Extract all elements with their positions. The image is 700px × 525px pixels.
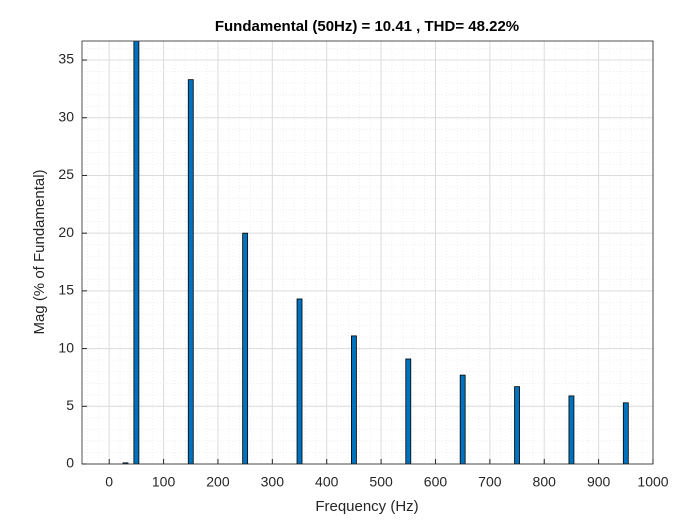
y-tick-label: 20 [58, 224, 74, 240]
y-tick-label: 15 [58, 282, 74, 298]
y-axis-label: Mag (% of Fundamental) [31, 169, 48, 334]
y-tick-label: 0 [66, 455, 74, 471]
chart-title: Fundamental (50Hz) = 10.41 , THD= 48.22% [215, 18, 519, 35]
bar [296, 298, 303, 464]
x-tick-label: 700 [478, 474, 502, 490]
x-tick-label: 400 [315, 474, 339, 490]
bar [133, 41, 140, 464]
bar [187, 79, 194, 464]
x-tick-label: 200 [206, 474, 230, 490]
y-tick-label: 30 [58, 108, 74, 124]
x-tick-label: 1000 [637, 474, 668, 490]
y-tick-label: 25 [58, 166, 74, 182]
x-tick-label: 800 [533, 474, 557, 490]
x-tick-label: 500 [369, 474, 393, 490]
y-tick-label: 10 [58, 339, 74, 355]
bar [405, 358, 412, 464]
x-tick-label: 300 [261, 474, 285, 490]
x-tick-label: 100 [152, 474, 176, 490]
x-tick-label: 900 [587, 474, 611, 490]
x-tick-label: 0 [105, 474, 113, 490]
bar [622, 402, 629, 464]
bar [459, 374, 466, 464]
y-tick-label: 35 [58, 51, 74, 67]
bar [514, 386, 520, 464]
x-axis-label: Frequency (Hz) [315, 498, 418, 515]
x-tick-label: 600 [424, 474, 448, 490]
axes-box [81, 40, 654, 465]
plot-area [82, 41, 653, 464]
bar [351, 335, 357, 464]
bar [568, 395, 575, 464]
bar [242, 232, 249, 464]
y-tick-label: 5 [66, 397, 74, 413]
